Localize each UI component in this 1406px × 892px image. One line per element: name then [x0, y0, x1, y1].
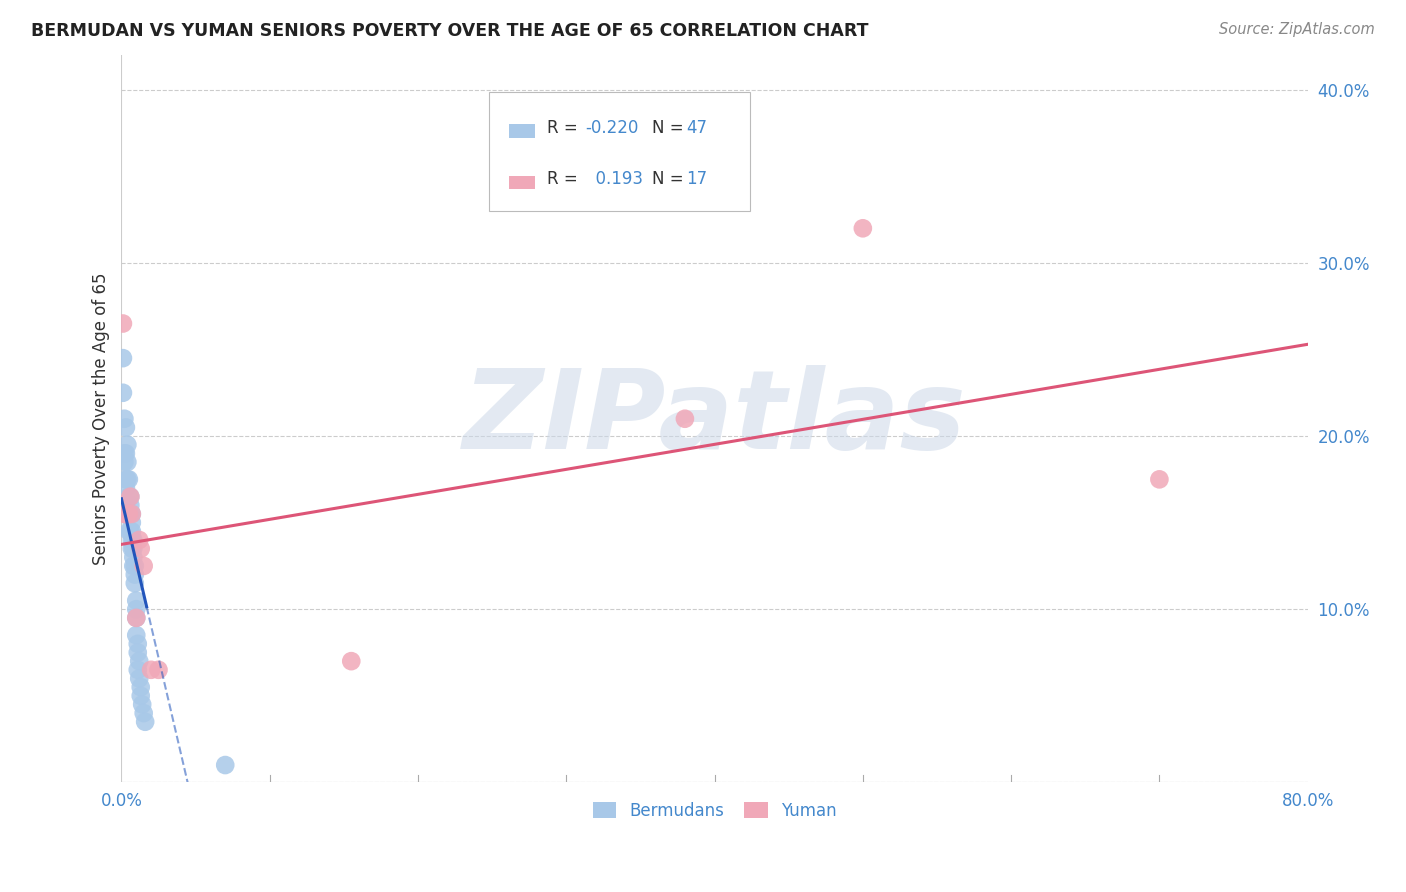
Legend: Bermudans, Yuman: Bermudans, Yuman: [586, 795, 844, 826]
Point: [124, 567, 146, 582]
Point: [673, 411, 696, 425]
Point: [122, 533, 145, 547]
Point: [117, 472, 139, 486]
Point: [112, 455, 135, 469]
Point: [121, 541, 143, 556]
Point: [122, 558, 145, 573]
Point: [129, 680, 152, 694]
Point: [117, 438, 139, 452]
Point: [115, 446, 138, 460]
Y-axis label: Seniors Poverty Over the Age of 65: Seniors Poverty Over the Age of 65: [93, 272, 110, 565]
Point: [120, 507, 142, 521]
Point: [127, 637, 149, 651]
Point: [128, 672, 150, 686]
Point: [125, 628, 148, 642]
Point: [111, 351, 134, 366]
Point: [125, 602, 148, 616]
Point: [125, 593, 148, 607]
Point: [125, 611, 148, 625]
Point: [1149, 472, 1171, 486]
Point: [122, 550, 145, 565]
Point: [214, 758, 236, 772]
Point: [118, 524, 141, 539]
Point: [131, 698, 153, 712]
Text: N =: N =: [652, 119, 689, 136]
Point: [117, 455, 139, 469]
Point: [118, 507, 141, 521]
Point: [124, 558, 146, 573]
Point: [111, 385, 134, 400]
Point: [115, 420, 138, 434]
Point: [129, 689, 152, 703]
Point: [127, 663, 149, 677]
Text: BERMUDAN VS YUMAN SENIORS POVERTY OVER THE AGE OF 65 CORRELATION CHART: BERMUDAN VS YUMAN SENIORS POVERTY OVER T…: [31, 22, 869, 40]
Text: ZIPatlas: ZIPatlas: [463, 365, 966, 472]
Point: [120, 490, 142, 504]
Point: [124, 576, 146, 591]
Text: 0.193: 0.193: [585, 170, 644, 188]
Point: [111, 317, 134, 331]
Point: [128, 533, 150, 547]
Text: 17: 17: [686, 170, 707, 188]
Point: [139, 663, 162, 677]
Point: [120, 499, 142, 513]
Point: [118, 507, 141, 521]
Point: [120, 490, 142, 504]
Point: [122, 541, 145, 556]
Point: [132, 558, 155, 573]
Point: [125, 611, 148, 625]
FancyBboxPatch shape: [509, 124, 536, 137]
Point: [134, 714, 156, 729]
Point: [118, 472, 141, 486]
Point: [148, 663, 170, 677]
Text: Source: ZipAtlas.com: Source: ZipAtlas.com: [1219, 22, 1375, 37]
Point: [121, 524, 143, 539]
Point: [115, 507, 138, 521]
Point: [118, 490, 141, 504]
Point: [115, 481, 138, 495]
Point: [121, 507, 143, 521]
Point: [340, 654, 363, 668]
Point: [132, 706, 155, 720]
Point: [121, 516, 143, 530]
FancyBboxPatch shape: [509, 176, 536, 189]
FancyBboxPatch shape: [489, 92, 751, 211]
Point: [120, 524, 142, 539]
Text: N =: N =: [652, 170, 689, 188]
Point: [117, 507, 139, 521]
Text: R =: R =: [547, 119, 583, 136]
Point: [121, 507, 143, 521]
Point: [112, 507, 135, 521]
Point: [112, 411, 135, 425]
Point: [127, 646, 149, 660]
Text: 47: 47: [686, 119, 707, 136]
Point: [128, 654, 150, 668]
Text: R =: R =: [547, 170, 583, 188]
Point: [115, 472, 138, 486]
Point: [121, 533, 143, 547]
Point: [129, 541, 152, 556]
Point: [112, 446, 135, 460]
Text: -0.220: -0.220: [585, 119, 638, 136]
Point: [852, 221, 875, 235]
